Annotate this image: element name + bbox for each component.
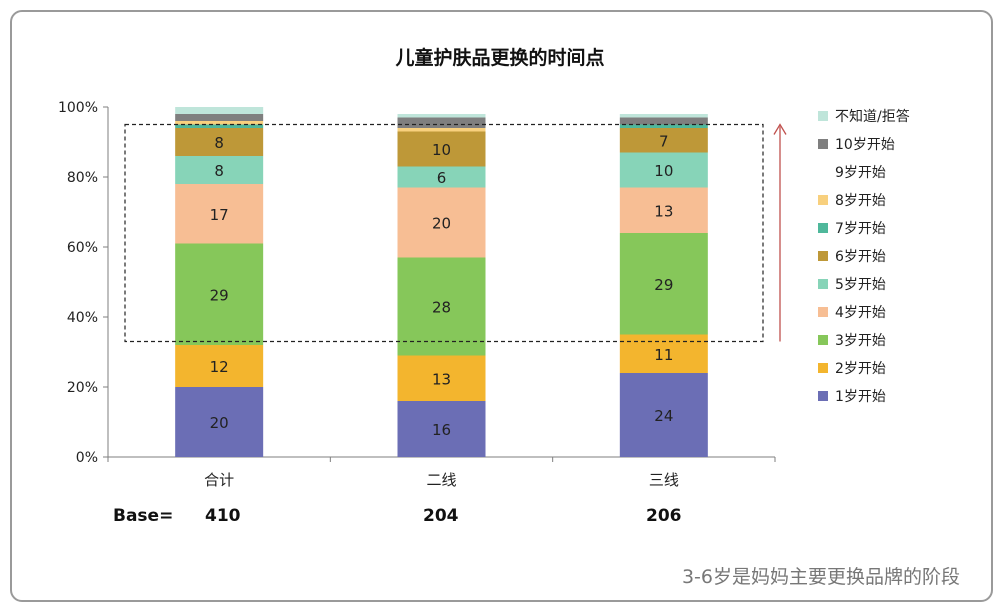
bar-segment bbox=[619, 187, 708, 233]
legend-swatch bbox=[818, 251, 828, 261]
data-label: 11 bbox=[654, 346, 673, 364]
data-label: 13 bbox=[432, 370, 451, 388]
bar-segment bbox=[397, 355, 486, 401]
data-label: 29 bbox=[654, 276, 673, 294]
highlight-box bbox=[124, 123, 764, 343]
legend-swatch bbox=[818, 363, 828, 373]
bar-segment bbox=[175, 128, 264, 156]
legend-swatch bbox=[818, 279, 828, 289]
legend-label: 不知道/拒答 bbox=[835, 108, 910, 125]
legend-swatch bbox=[818, 139, 828, 149]
data-label: 8 bbox=[214, 162, 224, 180]
bar-segment bbox=[175, 345, 264, 387]
bar-segment bbox=[175, 387, 264, 457]
bar-segment bbox=[175, 107, 264, 114]
bar-segment bbox=[619, 152, 708, 188]
legend-label: 5岁开始 bbox=[835, 277, 886, 293]
bar-segment bbox=[619, 373, 708, 457]
chart-title: 儿童护肤品更换的时间点 bbox=[394, 46, 604, 69]
data-label: 28 bbox=[432, 299, 451, 317]
data-label: 12 bbox=[210, 358, 229, 376]
base-value-tier2: 204 bbox=[423, 506, 459, 526]
legend-swatch bbox=[818, 335, 828, 345]
bar-segment bbox=[397, 401, 486, 457]
y-tick-label: 0% bbox=[76, 450, 98, 466]
legend-label: 6岁开始 bbox=[835, 249, 886, 265]
base-value-tier3: 206 bbox=[646, 506, 682, 526]
base-label: Base= bbox=[113, 506, 174, 526]
bar-segment bbox=[619, 233, 708, 335]
legend-label: 4岁开始 bbox=[835, 305, 886, 321]
bar-segment bbox=[397, 128, 486, 132]
legend-label: 3岁开始 bbox=[835, 333, 886, 349]
x-tick-label: 三线 bbox=[649, 471, 679, 489]
data-label: 10 bbox=[654, 162, 673, 180]
bar-segment bbox=[175, 156, 264, 184]
data-label: 6 bbox=[437, 169, 447, 187]
data-label: 17 bbox=[210, 206, 229, 224]
bar-segment bbox=[175, 121, 264, 125]
y-tick-label: 100% bbox=[58, 100, 98, 116]
legend-label: 10岁开始 bbox=[835, 137, 895, 153]
x-tick-label: 二线 bbox=[426, 471, 456, 489]
y-tick-label: 80% bbox=[67, 170, 98, 186]
legend-swatch bbox=[818, 307, 828, 317]
bar-segment bbox=[619, 114, 708, 118]
data-label: 24 bbox=[654, 407, 673, 425]
bar-segment bbox=[397, 166, 486, 188]
bar-segment bbox=[397, 257, 486, 356]
bar-segment bbox=[619, 117, 708, 125]
data-label: 16 bbox=[432, 421, 451, 439]
legend-label: 7岁开始 bbox=[835, 221, 886, 237]
data-label: 20 bbox=[432, 215, 451, 233]
bars bbox=[175, 107, 708, 457]
data-label: 10 bbox=[432, 141, 451, 159]
data-label: 7 bbox=[659, 132, 669, 150]
legend: 不知道/拒答 10岁开始 9岁开始 8岁开始 7岁开始 6岁开始 5岁开始 4岁开始 3岁开始 2… bbox=[818, 108, 910, 405]
arrow-head bbox=[773, 123, 787, 135]
legend-label: 2岁开始 bbox=[835, 361, 886, 377]
bar-segment bbox=[397, 131, 486, 167]
legend-swatch bbox=[818, 195, 828, 205]
y-tick-label: 20% bbox=[67, 380, 98, 396]
footnote: 3-6岁是妈妈主要更换品牌的阶段 bbox=[681, 566, 960, 588]
bar-segment bbox=[175, 184, 264, 244]
legend-label: 8岁开始 bbox=[835, 193, 886, 209]
axes: 0% 20% 40% 60% 80% 100% 合计 二线 三线 bbox=[58, 100, 776, 489]
data-label: 8 bbox=[214, 134, 224, 152]
base-value-total: 410 bbox=[205, 506, 241, 526]
bar-segment bbox=[397, 187, 486, 258]
data-label: 20 bbox=[210, 414, 229, 432]
highlight-region bbox=[124, 123, 787, 343]
y-tick-label: 40% bbox=[67, 310, 98, 326]
bar-segment bbox=[619, 128, 708, 153]
x-tick-label: 合计 bbox=[204, 471, 234, 489]
bar-segment bbox=[175, 124, 264, 128]
y-tick-label: 60% bbox=[67, 240, 98, 256]
legend-swatch bbox=[818, 111, 828, 121]
chart-card bbox=[10, 10, 993, 602]
bar-segment bbox=[397, 114, 486, 118]
legend-swatch bbox=[818, 223, 828, 233]
bar-segment bbox=[175, 243, 264, 345]
legend-label: 1岁开始 bbox=[835, 389, 886, 405]
bar-segment bbox=[619, 124, 708, 128]
bar-segment bbox=[175, 114, 264, 121]
legend-label: 9岁开始 bbox=[835, 165, 886, 181]
bar-segment bbox=[397, 117, 486, 128]
data-label: 13 bbox=[654, 202, 673, 220]
data-labels: 20 12 29 17 8 8 16 13 28 20 6 10 24 11 29 13 10 7 bbox=[210, 132, 674, 439]
legend-swatch bbox=[818, 391, 828, 401]
data-label: 29 bbox=[210, 286, 229, 304]
